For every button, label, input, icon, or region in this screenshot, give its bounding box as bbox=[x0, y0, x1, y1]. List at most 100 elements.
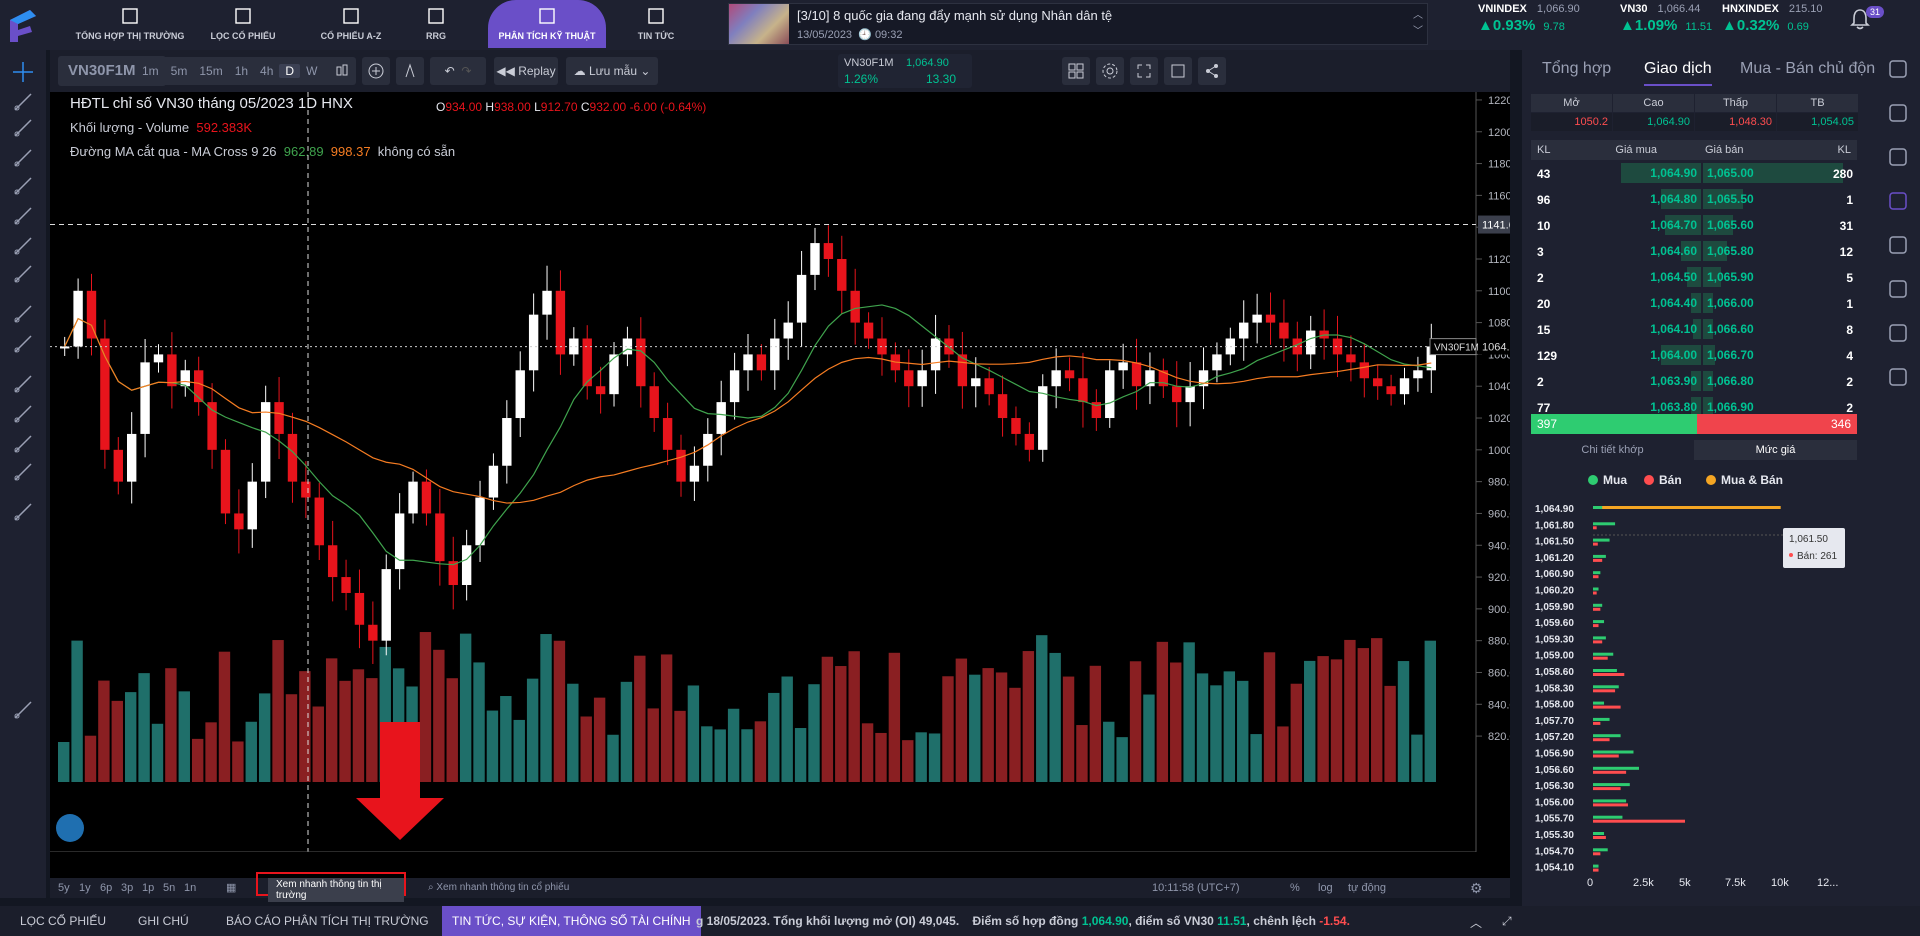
range-1n[interactable]: 1n bbox=[184, 882, 197, 894]
index-vn30[interactable]: VN30 1,066.44 ▲1.09% 11.51 bbox=[1620, 3, 1712, 34]
subtab-match-detail[interactable]: Chi tiết khớp bbox=[1581, 444, 1644, 456]
y-tick: 820.00 bbox=[1488, 731, 1510, 743]
range-3p[interactable]: 3p bbox=[121, 882, 134, 894]
ruler-icon[interactable] bbox=[11, 302, 35, 326]
nav-rrg[interactable]: RRG bbox=[396, 0, 476, 48]
scale-auto[interactable]: tự động bbox=[1348, 882, 1386, 894]
status-tab-2[interactable]: BÁO CÁO PHÂN TÍCH THỊ TRƯỜNG bbox=[226, 914, 429, 928]
order-book-row[interactable]: 77 1,063.80 1,066.90 2 bbox=[1531, 396, 1857, 420]
chat-icon[interactable] bbox=[1887, 102, 1909, 124]
timeframe-1m[interactable]: 1m bbox=[142, 64, 159, 78]
expand-icon[interactable]: ⤢ bbox=[1502, 914, 1512, 928]
order-book-row[interactable]: 2 1,064.50 1,065.90 5 bbox=[1531, 266, 1857, 290]
quick-stock-label[interactable]: Xem nhanh thông tin cổ phiếu bbox=[436, 882, 570, 893]
nav-search[interactable]: LỌC CỔ PHIẾU bbox=[188, 0, 298, 48]
globe-icon[interactable] bbox=[1887, 322, 1909, 344]
target-icon[interactable] bbox=[1887, 146, 1909, 168]
status-tab-1[interactable]: GHI CHÚ bbox=[138, 914, 189, 928]
order-book-row[interactable]: 43 1,064.90 1,065.00 280 bbox=[1531, 162, 1857, 186]
nav-stock-az[interactable]: CỔ PHIẾU A-Z bbox=[296, 0, 406, 48]
candle-type-button[interactable] bbox=[328, 57, 356, 85]
order-book-row[interactable]: 2 1,063.90 1,066.80 2 bbox=[1531, 370, 1857, 394]
layout-button[interactable] bbox=[1062, 57, 1090, 85]
cloud-icon[interactable] bbox=[56, 814, 84, 842]
chevron-up-icon[interactable]: ︿ bbox=[1413, 10, 1423, 21]
scale-pct[interactable]: % bbox=[1290, 882, 1300, 894]
range-6p[interactable]: 6p bbox=[100, 882, 113, 894]
news-ticker[interactable]: [3/10] 8 quốc gia đang đẩy mạnh sử dụng … bbox=[728, 3, 1428, 45]
order-book-row[interactable]: 10 1,064.70 1,065.60 31 bbox=[1531, 214, 1857, 238]
nav-market-overview[interactable]: TỔNG HỢP THỊ TRƯỜNG bbox=[70, 0, 190, 48]
emoji-icon[interactable] bbox=[11, 262, 35, 286]
index-vnindex[interactable]: VNINDEX 1,066.90 ▲0.93% 9.78 bbox=[1478, 3, 1580, 34]
bell-icon[interactable] bbox=[1850, 8, 1870, 30]
order-book-row[interactable]: 129 1,064.00 1,066.70 4 bbox=[1531, 344, 1857, 368]
timeframe-15m[interactable]: 15m bbox=[199, 64, 223, 78]
share-button[interactable] bbox=[1198, 57, 1226, 85]
text-icon[interactable] bbox=[11, 174, 35, 198]
flame-icon[interactable] bbox=[1887, 278, 1909, 300]
range-5y[interactable]: 5y bbox=[58, 882, 70, 894]
timeframe-1h[interactable]: 1h bbox=[234, 64, 249, 78]
rp-tab-1[interactable]: Giao dịch bbox=[1644, 60, 1712, 86]
range-5n[interactable]: 5n bbox=[163, 882, 176, 894]
timeframe-W[interactable]: W bbox=[306, 64, 318, 78]
order-book-row[interactable]: 20 1,064.40 1,066.00 1 bbox=[1531, 292, 1857, 316]
clipboard-icon[interactable] bbox=[1887, 190, 1909, 212]
rp-tab-2[interactable]: Mua - Bán chủ động bbox=[1740, 60, 1885, 77]
eye-icon[interactable] bbox=[11, 460, 35, 484]
news-title[interactable]: [3/10] 8 quốc gia đang đẩy mạnh sử dụng … bbox=[797, 8, 1113, 23]
rp-tab-0[interactable]: Tổng hợp bbox=[1542, 60, 1612, 77]
fireant-logo-icon[interactable] bbox=[6, 6, 40, 44]
subtab-price-level[interactable]: Mức giá bbox=[1694, 440, 1857, 460]
org-icon[interactable] bbox=[1887, 234, 1909, 256]
quick-market-button[interactable]: Xem nhanh thông tin thị trường bbox=[268, 878, 404, 902]
lock-icon[interactable] bbox=[11, 432, 35, 456]
fib-icon[interactable] bbox=[11, 234, 35, 258]
fullscreen-button[interactable] bbox=[1130, 57, 1158, 85]
undo-icon[interactable]: ↶ bbox=[444, 64, 455, 78]
index-hnxindex[interactable]: HNXINDEX 215.10 ▲0.32% 0.69 bbox=[1722, 3, 1823, 34]
zoom-icon[interactable] bbox=[11, 332, 35, 356]
layers-icon[interactable] bbox=[1887, 58, 1909, 80]
quote-box[interactable]: VN30F1M 1,064.90 1.26% 13.30 bbox=[838, 54, 972, 88]
redo-icon[interactable]: ↷ bbox=[461, 64, 472, 78]
scale-log[interactable]: log bbox=[1318, 882, 1333, 894]
save-template-button[interactable]: ☁ Lưu mẫu ⌄ bbox=[566, 57, 658, 85]
nav-news[interactable]: TIN TỨC bbox=[616, 0, 696, 48]
order-book-row[interactable]: 15 1,064.10 1,066.60 8 bbox=[1531, 318, 1857, 342]
calendar-icon[interactable]: ▦ bbox=[226, 882, 237, 894]
indicators-button[interactable] bbox=[396, 57, 424, 85]
order-book-row[interactable]: 3 1,064.60 1,065.80 12 bbox=[1531, 240, 1857, 264]
timeframe-5m[interactable]: 5m bbox=[170, 64, 188, 78]
pitchfork-icon[interactable] bbox=[11, 116, 35, 140]
crosshair-icon[interactable] bbox=[11, 60, 35, 84]
news-arrows[interactable]: ︿ ﹀ bbox=[1413, 8, 1423, 40]
add-indicator-button[interactable] bbox=[362, 57, 390, 85]
chevron-down-icon[interactable]: ﹀ bbox=[1413, 26, 1423, 37]
timeframe-4h[interactable]: 4h bbox=[260, 64, 274, 78]
calendar-icon[interactable] bbox=[1887, 366, 1909, 388]
trend-line-icon[interactable] bbox=[11, 90, 35, 114]
nav-technical-analysis[interactable]: PHÂN TÍCH KỸ THUẬT bbox=[488, 0, 606, 48]
layers-icon[interactable] bbox=[11, 698, 35, 722]
pattern-icon[interactable] bbox=[11, 204, 35, 228]
lock-draw-icon[interactable] bbox=[11, 402, 35, 426]
replay-button[interactable]: ◀◀ Replay bbox=[494, 57, 558, 85]
chevron-up-icon[interactable]: ︿ bbox=[1470, 916, 1483, 930]
order-book-row[interactable]: 96 1,064.80 1,065.50 1 bbox=[1531, 188, 1857, 212]
undo-redo[interactable]: ↶ ↷ bbox=[430, 57, 486, 85]
brush-icon[interactable] bbox=[11, 146, 35, 170]
timeframe-D[interactable]: D bbox=[279, 64, 301, 78]
status-tab-0[interactable]: LỌC CỔ PHIẾU bbox=[20, 914, 107, 928]
snapshot-button[interactable] bbox=[1164, 57, 1192, 85]
range-1y[interactable]: 1y bbox=[79, 882, 91, 894]
price-chart[interactable]: 820.00 840.00 860.00 880.00 900.00 920.00 940.… bbox=[50, 92, 1510, 852]
settings-button[interactable] bbox=[1096, 57, 1124, 85]
gear-icon[interactable]: ⚙ bbox=[1470, 880, 1483, 896]
trash-icon[interactable] bbox=[11, 500, 35, 524]
magnet-icon[interactable] bbox=[11, 372, 35, 396]
range-1p[interactable]: 1p bbox=[142, 882, 155, 894]
status-tab-3[interactable]: TIN TỨC, SỰ KIỆN, THÔNG SỐ TÀI CHÍNH bbox=[442, 906, 701, 936]
